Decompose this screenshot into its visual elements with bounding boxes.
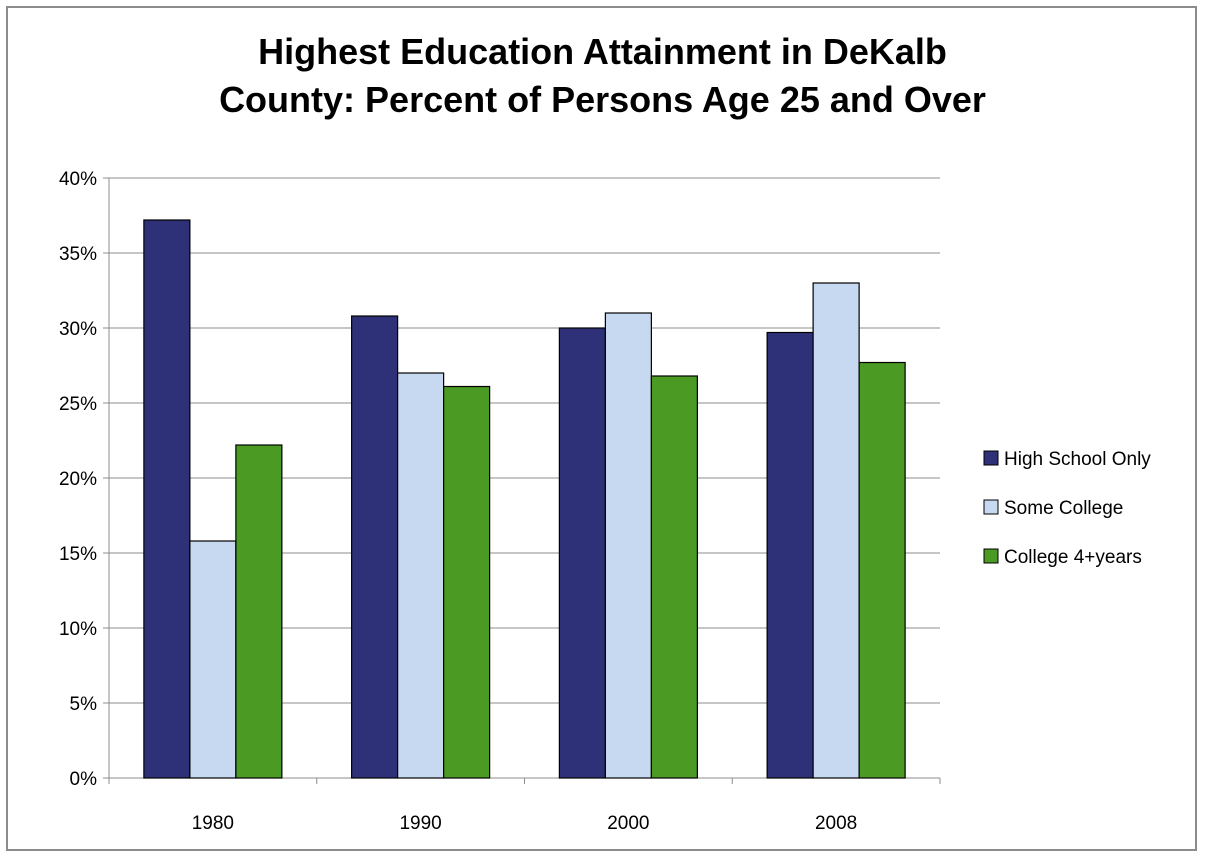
legend-swatch	[983, 450, 999, 466]
bar-high-school-only-2000	[558, 327, 606, 779]
y-tick-label: 15%	[59, 544, 97, 565]
y-tick-label: 25%	[59, 394, 97, 415]
x-tick-label: 1980	[192, 813, 234, 834]
bar-high-school-only-1980	[143, 219, 191, 779]
bar-some-college-1980	[189, 540, 237, 779]
chart-title: Highest Education Attainment in DeKalb C…	[0, 28, 1205, 124]
bar-college-4-years-2000	[650, 375, 698, 779]
y-tick-label: 30%	[59, 319, 97, 340]
y-tick-label: 10%	[59, 619, 97, 640]
legend-swatch	[983, 548, 999, 564]
bar-college-4-years-1990	[443, 385, 491, 779]
legend-label: Some College	[1004, 498, 1123, 519]
legend-label: High School Only	[1004, 449, 1151, 470]
bar-some-college-1990	[397, 372, 445, 779]
legend-label: College 4+years	[1004, 547, 1142, 568]
bar-some-college-2000	[604, 312, 652, 779]
chart-title-line-1: Highest Education Attainment in DeKalb	[258, 31, 947, 72]
y-tick-label: 5%	[70, 694, 98, 715]
y-tick-label: 40%	[59, 169, 97, 190]
bar-college-4-years-2008	[858, 361, 906, 779]
chart-title-line-2: County: Percent of Persons Age 25 and Ov…	[219, 79, 986, 120]
bar-some-college-2008	[812, 282, 860, 779]
x-tick-label: 1990	[399, 813, 441, 834]
bar-college-4-years-1980	[235, 444, 283, 779]
y-tick-label: 35%	[59, 244, 97, 265]
y-tick-label: 0%	[70, 769, 98, 790]
bar-high-school-only-2008	[766, 331, 814, 779]
bar-high-school-only-1990	[351, 315, 399, 779]
x-tick-label: 2008	[815, 813, 857, 834]
y-tick-label: 20%	[59, 469, 97, 490]
legend-swatch	[983, 499, 999, 515]
x-tick-label: 2000	[607, 813, 649, 834]
